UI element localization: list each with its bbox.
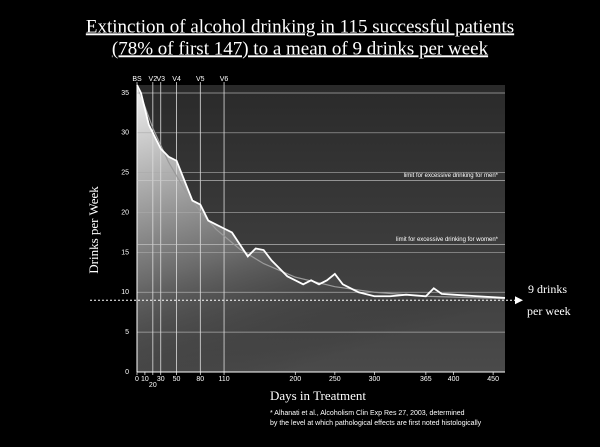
annotation: per week [527,304,571,318]
x-tick-label: 300 [369,376,381,383]
x-axis-label: Days in Treatment [270,388,366,403]
chart-title: Extinction of alcohol drinking in 115 su… [86,16,514,37]
x-tick-label: 80 [196,376,204,383]
visit-label: BS [132,76,142,83]
chart-title: (78% of first 147) to a mean of 9 drinks… [112,38,489,59]
y-tick-label: 30 [121,130,129,137]
y-tick-label: 10 [121,289,129,296]
y-tick-label: 0 [125,369,129,376]
visit-label: V4 [172,76,181,83]
x-tick-label: 50 [173,376,181,383]
y-axis-label: Drinks per Week [86,186,101,274]
x-tick-label: 0 [135,376,139,383]
x-tick-label: 30 [157,376,165,383]
x-tick-label: 10 [141,376,149,383]
visit-label: V2 [149,76,158,83]
arrow-head [515,296,523,305]
y-tick-label: 5 [125,329,129,336]
x-tick-label: 450 [487,376,499,383]
visit-label: V3 [156,76,165,83]
footnote: * Alhanati et al., Alcoholism Clin Exp R… [270,410,465,417]
annotation: 9 drinks [528,282,567,296]
annotation: limit for excessive drinking for men* [404,173,499,179]
visit-label: V6 [220,76,229,83]
y-tick-label: 25 [121,170,129,177]
visit-label: V5 [196,76,205,83]
data-line [136,84,506,300]
x-tick-label: 400 [448,376,460,383]
x-tick-label: 110 [218,376,229,383]
data-line [136,84,506,299]
area [137,85,505,372]
y-tick-label: 35 [121,90,129,97]
annotation: limit for excessive drinking for women* [396,237,499,243]
y-tick-label: 15 [121,249,129,256]
x-tick-label: 365 [420,376,432,383]
x-tick-label: 20 [149,382,157,389]
footnote: by the level at which pathological effec… [270,420,482,427]
x-tick-label: 250 [329,376,341,383]
y-tick-label: 20 [121,209,129,216]
x-tick-label: 200 [289,376,301,383]
